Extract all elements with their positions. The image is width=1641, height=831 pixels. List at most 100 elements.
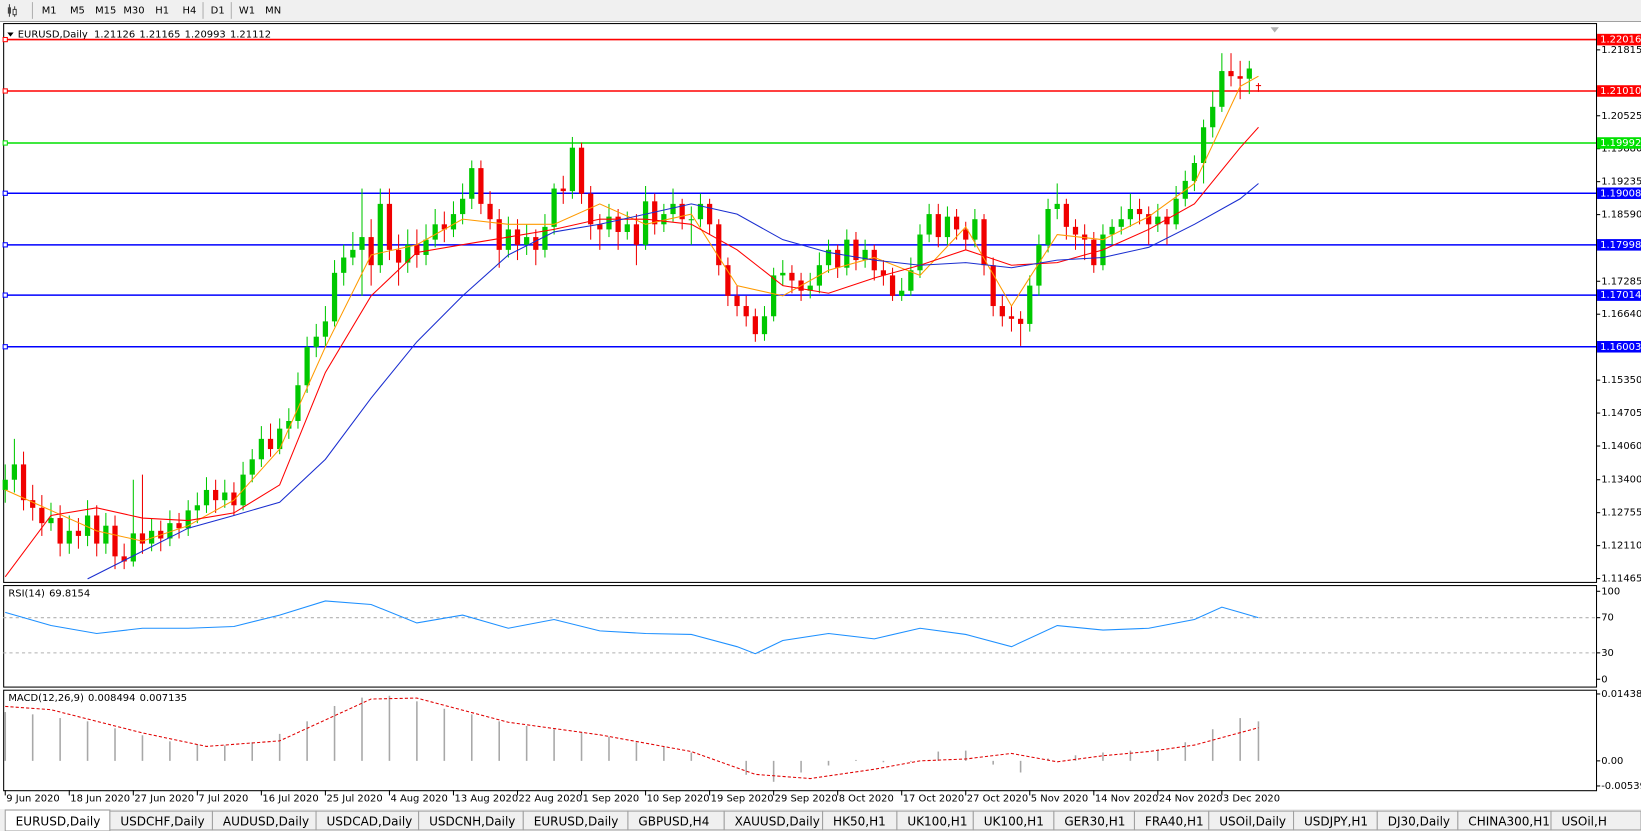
tab[interactable]: USDCAD,Daily [315, 810, 420, 831]
timeframe-button[interactable]: MN [265, 5, 281, 16]
timeframe-button[interactable]: W1 [239, 5, 255, 16]
candle-body [103, 525, 109, 544]
candle-body [524, 237, 530, 245]
x-tick-label: 27 Jun 2020 [134, 794, 194, 805]
timeframe-label: M5 [70, 5, 85, 16]
candle-body [789, 272, 795, 281]
candle-body [542, 226, 548, 250]
tab-label: UK100,H1 [907, 815, 967, 829]
tab[interactable]: USDJPY,H1 [1293, 810, 1378, 831]
candle-body [1082, 234, 1088, 240]
candle-body [1246, 68, 1252, 79]
candle-body [30, 500, 36, 508]
candle-body [1200, 127, 1207, 164]
timeframe-button[interactable]: M30 [123, 5, 144, 16]
candle-body [1228, 71, 1234, 77]
y-tick-label: 1.12755 [1601, 508, 1641, 519]
timeframe-button[interactable]: H1 [155, 5, 169, 16]
timeframe-button[interactable]: M1 [42, 5, 57, 16]
rsi-title: RSI(14) [8, 588, 45, 599]
x-tick-label: 8 Oct 2020 [839, 794, 894, 805]
tab[interactable]: HK50,H1 [822, 810, 898, 831]
moving-average [87, 183, 1259, 580]
candle-body [551, 188, 557, 227]
candle-body [926, 214, 932, 235]
candle-body [20, 464, 27, 501]
candle-body [935, 214, 941, 238]
candle-body [469, 168, 475, 199]
x-tick-label: 3 Dec 2020 [1223, 794, 1280, 805]
tab[interactable]: XAUUSD,Daily [723, 810, 824, 831]
y-tick-label: 1.14060 [1601, 441, 1641, 452]
candle-body [222, 492, 228, 501]
candle-body [11, 464, 18, 480]
y-tick-label: 1.16640 [1601, 309, 1641, 320]
candle-body [670, 203, 676, 215]
shift-marker [1270, 27, 1279, 33]
tab[interactable]: CHINA300,H1 [1457, 810, 1552, 831]
tab[interactable]: USOil,Daily [1208, 810, 1295, 831]
tab[interactable]: GER30,H1 [1053, 810, 1135, 831]
tab[interactable]: UK100,H1 [896, 810, 974, 831]
open: 1.21126 [94, 30, 135, 41]
tab[interactable]: USDCNH,Daily [418, 810, 524, 831]
candle-body [295, 385, 301, 421]
timeframe-button[interactable]: D1 [211, 5, 225, 16]
level-marker [2, 344, 8, 350]
tab[interactable]: FRA40,H1 [1133, 810, 1210, 831]
tab[interactable]: AUDUSD,Daily [211, 810, 317, 831]
tab[interactable]: EURUSD,Daily [4, 809, 111, 831]
candle-body [661, 214, 667, 225]
tab[interactable]: GBPUSD,H4 [627, 810, 725, 831]
candle-body [1063, 203, 1069, 227]
candle-body [917, 234, 923, 271]
timeframe-label: M30 [123, 5, 144, 16]
candle-body [130, 533, 136, 562]
candle-body [304, 346, 310, 386]
candle-body [377, 203, 383, 266]
high: 1.21165 [139, 30, 180, 41]
tab[interactable]: USDCHF,Daily [109, 810, 213, 831]
candle-body [75, 530, 82, 536]
tab[interactable]: USOil,H [1550, 810, 1641, 831]
candle-body [405, 244, 411, 263]
timeframe-label: D1 [211, 5, 225, 16]
y-tick-label: 100 [1601, 586, 1620, 597]
candle-body [862, 249, 868, 261]
tab[interactable]: DJ30,Daily [1376, 810, 1459, 831]
level-label-box [1597, 33, 1641, 46]
candle-body [249, 459, 255, 475]
level-marker [2, 140, 8, 146]
x-tick-label: 5 Nov 2020 [1031, 794, 1088, 805]
level-marker [2, 88, 8, 94]
candle-body [963, 229, 969, 240]
x-tick-label: 24 Nov 2020 [1159, 794, 1223, 805]
tab-label: USDCHF,Daily [120, 815, 204, 829]
candle-body [423, 239, 429, 255]
timeframe-button[interactable]: M15 [95, 5, 116, 16]
x-tick-label: 19 Sep 2020 [711, 794, 774, 805]
tab[interactable]: EURUSD,Daily [522, 810, 629, 831]
candle-body [213, 489, 219, 501]
x-tick-label: 9 Jun 2020 [6, 794, 59, 805]
candle-body [441, 224, 447, 230]
timeframe-button[interactable]: M5 [70, 5, 85, 16]
candle-body [652, 201, 658, 225]
level-label: 1.21010 [1600, 86, 1641, 97]
candle-body [844, 239, 850, 268]
macd-value: 0.008494 [88, 693, 135, 704]
y-tick-label: 0.014384 [1601, 689, 1641, 700]
candle-body [1173, 198, 1179, 225]
timeframe-button[interactable]: H4 [183, 5, 197, 16]
x-tick-label: 13 Aug 2020 [455, 794, 519, 805]
candle-body [148, 530, 155, 544]
low: 1.20993 [185, 30, 226, 41]
candle-body [578, 147, 585, 194]
candle-body [139, 533, 146, 544]
level-label-box [1597, 137, 1641, 149]
chart-icon [7, 4, 17, 17]
tab[interactable]: UK100,H1 [972, 810, 1055, 831]
